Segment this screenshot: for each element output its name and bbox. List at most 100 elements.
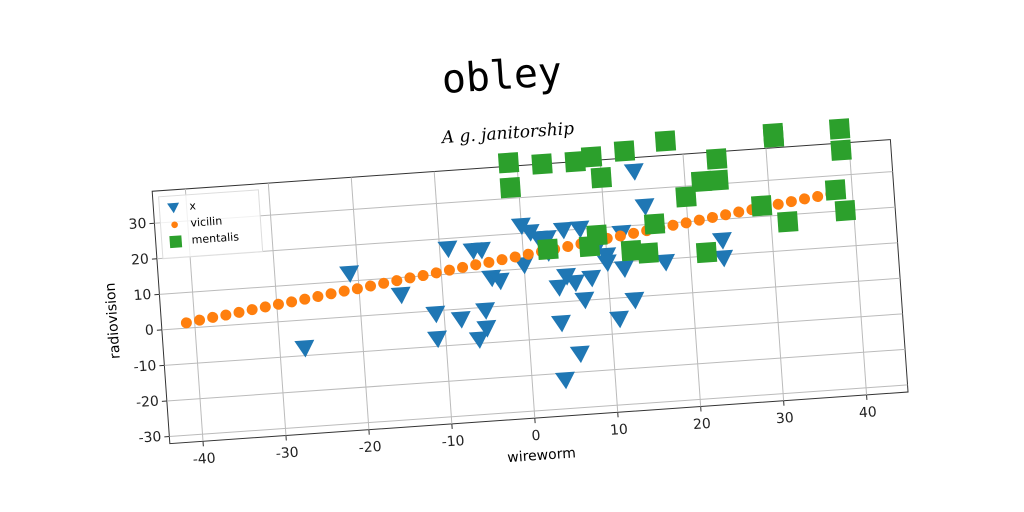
point bbox=[623, 163, 644, 181]
chart-title: obley bbox=[440, 49, 563, 103]
point bbox=[711, 232, 732, 250]
x-axis-label: wireworm bbox=[507, 445, 577, 466]
point bbox=[476, 319, 497, 338]
point bbox=[654, 130, 677, 152]
point bbox=[564, 151, 586, 173]
point bbox=[750, 195, 773, 217]
point bbox=[312, 290, 324, 302]
grid-line bbox=[433, 171, 453, 424]
grid-line bbox=[159, 242, 898, 295]
point bbox=[443, 264, 455, 276]
point bbox=[259, 301, 271, 313]
legend-label: vicilin bbox=[190, 214, 223, 229]
point bbox=[609, 310, 629, 329]
point bbox=[785, 196, 797, 208]
point bbox=[777, 211, 799, 233]
x-tick-label: -30 bbox=[275, 445, 299, 463]
point bbox=[470, 241, 491, 260]
point bbox=[325, 288, 337, 300]
point bbox=[706, 211, 718, 223]
point bbox=[690, 170, 713, 193]
grid-line bbox=[516, 165, 536, 419]
point bbox=[613, 260, 634, 278]
point bbox=[562, 240, 574, 252]
grid-line bbox=[166, 348, 906, 402]
point bbox=[680, 217, 692, 229]
point bbox=[404, 272, 416, 284]
grid-line bbox=[161, 277, 901, 331]
point bbox=[655, 253, 676, 272]
point bbox=[590, 167, 612, 189]
point bbox=[720, 209, 732, 221]
plot: -40 -30 -20 -10 0 10 20 30 40 -30 -20 -10 0 10 20 30 wir… bbox=[102, 118, 909, 468]
point bbox=[294, 339, 315, 358]
point bbox=[489, 272, 510, 291]
point bbox=[707, 169, 729, 191]
point bbox=[483, 256, 495, 268]
legend-label: x bbox=[189, 199, 197, 212]
grid-line bbox=[164, 313, 903, 366]
point bbox=[169, 235, 183, 249]
point bbox=[569, 345, 590, 364]
point bbox=[207, 311, 219, 323]
point bbox=[624, 291, 645, 310]
legend-label: mentalis bbox=[191, 230, 239, 246]
point bbox=[496, 254, 508, 266]
legend-box bbox=[158, 189, 264, 260]
grid-line bbox=[154, 171, 893, 224]
point bbox=[569, 220, 590, 239]
point bbox=[167, 202, 180, 214]
x-tick-label: -10 bbox=[441, 433, 465, 451]
point bbox=[613, 140, 636, 162]
grid-line bbox=[169, 384, 908, 438]
point bbox=[246, 304, 258, 316]
point bbox=[586, 224, 608, 246]
point bbox=[417, 270, 429, 282]
point bbox=[581, 269, 602, 288]
point bbox=[509, 251, 521, 263]
point bbox=[733, 206, 745, 218]
point bbox=[537, 238, 559, 260]
point bbox=[799, 193, 811, 205]
point bbox=[427, 330, 448, 349]
point bbox=[475, 302, 496, 320]
point bbox=[812, 191, 824, 203]
point bbox=[180, 317, 192, 329]
point bbox=[693, 214, 705, 226]
point bbox=[667, 219, 679, 231]
grid-line bbox=[765, 148, 785, 401]
x-tick-label: 10 bbox=[610, 422, 629, 439]
point bbox=[552, 221, 573, 240]
point bbox=[536, 229, 557, 248]
point bbox=[675, 186, 697, 208]
chart-subtitle: A g. janitorship bbox=[439, 119, 575, 148]
point bbox=[634, 198, 655, 216]
point bbox=[830, 139, 852, 161]
point bbox=[391, 275, 403, 287]
y-tick-label: -10 bbox=[133, 358, 157, 376]
point bbox=[824, 179, 847, 201]
point bbox=[564, 274, 585, 293]
point bbox=[425, 305, 446, 324]
point bbox=[286, 296, 298, 308]
point bbox=[437, 240, 458, 259]
point bbox=[548, 279, 569, 297]
point bbox=[637, 242, 659, 264]
x-tick-label: 20 bbox=[692, 416, 711, 433]
point bbox=[390, 286, 411, 305]
y-tick-label: -30 bbox=[138, 429, 162, 447]
point bbox=[620, 239, 643, 262]
x-tick-label: 0 bbox=[531, 428, 541, 445]
point bbox=[834, 199, 857, 222]
point bbox=[430, 267, 442, 279]
point bbox=[628, 227, 640, 239]
point bbox=[450, 310, 471, 329]
point bbox=[713, 249, 734, 268]
y-tick-label: 0 bbox=[144, 322, 154, 339]
point bbox=[762, 122, 784, 145]
y-tick-label: 20 bbox=[131, 251, 150, 268]
y-tick-label: -20 bbox=[135, 394, 159, 412]
point bbox=[378, 277, 390, 289]
point bbox=[351, 283, 363, 295]
